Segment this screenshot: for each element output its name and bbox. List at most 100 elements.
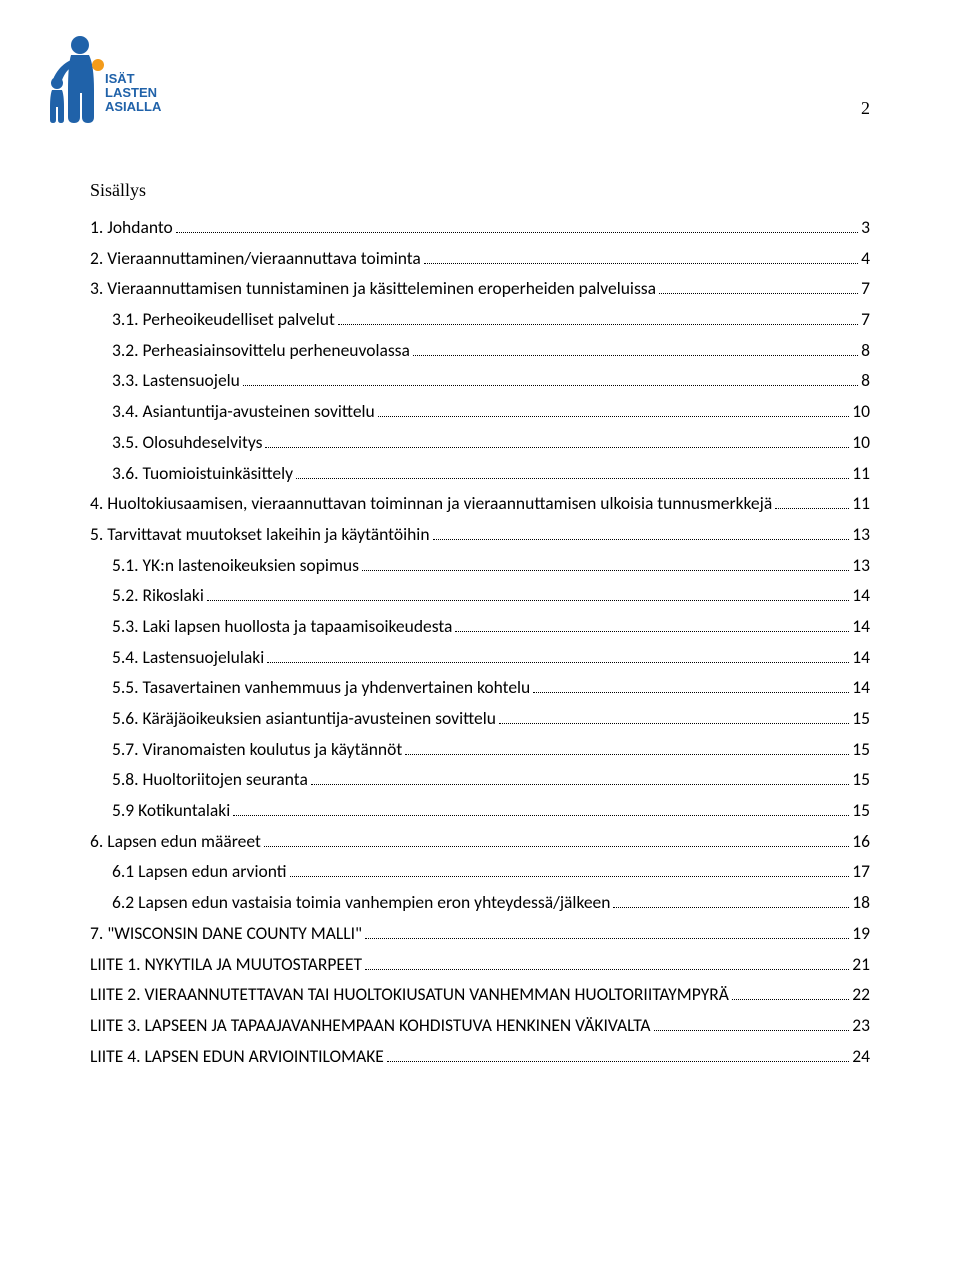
- toc-entry-label: 5. Tarvittavat muutokset lakeihin ja käy…: [90, 526, 430, 544]
- toc-entry-page: 14: [852, 679, 870, 697]
- toc-entry-label: LIITE 4. LAPSEN EDUN ARVIOINTILOMAKE: [90, 1048, 384, 1066]
- logo: ISÄT LASTEN ASIALLA: [42, 35, 192, 130]
- toc-leader-dots: [732, 999, 849, 1000]
- toc-entry-page: 19: [852, 925, 870, 943]
- toc-entry[interactable]: 5.2. Rikoslaki 14: [90, 587, 870, 605]
- toc-entry-page: 15: [852, 710, 870, 728]
- toc-entry[interactable]: 5.1. YK:n lastenoikeuksien sopimus 13: [90, 557, 870, 575]
- toc-entry[interactable]: 3. Vieraannuttamisen tunnistaminen ja kä…: [90, 280, 870, 298]
- toc-entry[interactable]: LIITE 3. LAPSEEN JA TAPAAJAVANHEMPAAN KO…: [90, 1017, 870, 1035]
- toc-entry-page: 21: [852, 956, 870, 974]
- toc-leader-dots: [365, 969, 849, 970]
- toc-entry-page: 11: [852, 465, 870, 483]
- toc-leader-dots: [264, 846, 849, 847]
- toc-entry-page: 3: [861, 219, 870, 237]
- toc-leader-dots: [176, 232, 858, 233]
- toc-entry[interactable]: LIITE 4. LAPSEN EDUN ARVIOINTILOMAKE 24: [90, 1048, 870, 1066]
- toc-entry[interactable]: 3.5. Olosuhdeselvitys 10: [90, 434, 870, 452]
- toc-entry[interactable]: 5.8. Huoltoriitojen seuranta 15: [90, 771, 870, 789]
- toc-entry[interactable]: 7. "WISCONSIN DANE COUNTY MALLI" 19: [90, 925, 870, 943]
- toc-entry-page: 24: [852, 1048, 870, 1066]
- toc-entry[interactable]: 1. Johdanto 3: [90, 219, 870, 237]
- toc-entry[interactable]: 5.7. Viranomaisten koulutus ja käytännöt…: [90, 741, 870, 759]
- toc-entry-label: 3. Vieraannuttamisen tunnistaminen ja kä…: [90, 280, 656, 298]
- toc-entry[interactable]: 3.6. Tuomioistuinkäsittely 11: [90, 465, 870, 483]
- toc-leader-dots: [296, 478, 849, 479]
- toc-entry-page: 18: [852, 894, 870, 912]
- toc-entry-page: 16: [852, 833, 870, 851]
- toc-entry-label: 3.2. Perheasiainsovittelu perheneuvolass…: [112, 342, 410, 360]
- toc-leader-dots: [290, 876, 850, 877]
- toc-entry-label: 5.7. Viranomaisten koulutus ja käytännöt: [112, 741, 402, 759]
- toc-leader-dots: [775, 508, 849, 509]
- toc-entry[interactable]: 5.4. Lastensuojelulaki 14: [90, 649, 870, 667]
- toc-entry[interactable]: 4. Huoltokiusaamisen, vieraannuttavan to…: [90, 495, 870, 513]
- toc-entry-label: 3.5. Olosuhdeselvitys: [112, 434, 262, 452]
- toc-entry[interactable]: 5.3. Laki lapsen huollosta ja tapaamisoi…: [90, 618, 870, 636]
- toc-leader-dots: [233, 815, 849, 816]
- toc-leader-dots: [654, 1030, 850, 1031]
- toc-entry-label: 5.5. Tasavertainen vanhemmuus ja yhdenve…: [112, 679, 530, 697]
- toc-entry[interactable]: 5.9 Kotikuntalaki 15: [90, 802, 870, 820]
- toc-entry-label: 5.4. Lastensuojelulaki: [112, 649, 264, 667]
- toc-leader-dots: [267, 662, 849, 663]
- page-number: 2: [861, 98, 870, 119]
- toc-entry[interactable]: 2. Vieraannuttaminen/vieraannuttava toim…: [90, 250, 870, 268]
- toc-entry-page: 17: [852, 863, 870, 881]
- toc-entry[interactable]: 3.3. Lastensuojelu8: [90, 372, 870, 390]
- toc-entry-page: 15: [852, 771, 870, 789]
- toc-entry[interactable]: 6.2 Lapsen edun vastaisia toimia vanhemp…: [90, 894, 870, 912]
- toc-entry[interactable]: 3.2. Perheasiainsovittelu perheneuvolass…: [90, 342, 870, 360]
- toc-entry[interactable]: 3.1. Perheoikeudelliset palvelut7: [90, 311, 870, 329]
- toc-leader-dots: [265, 447, 849, 448]
- toc-leader-dots: [424, 263, 858, 264]
- toc-entry-page: 11: [852, 495, 870, 513]
- table-of-contents: 1. Johdanto 3 2. Vieraannuttaminen/vieraan…: [90, 219, 870, 1065]
- toc-entry[interactable]: 5.6. Käräjäoikeuksien asiantuntija-avust…: [90, 710, 870, 728]
- toc-entry[interactable]: 6. Lapsen edun määreet 16: [90, 833, 870, 851]
- toc-title: Sisällys: [90, 180, 870, 201]
- toc-entry-label: LIITE 3. LAPSEEN JA TAPAAJAVANHEMPAAN KO…: [90, 1017, 651, 1035]
- toc-entry-label: 6. Lapsen edun määreet: [90, 833, 261, 851]
- toc-entry-label: LIITE 1. NYKYTILA JA MUUTOSTARPEET: [90, 956, 362, 974]
- toc-entry-page: 8: [861, 372, 870, 390]
- toc-entry[interactable]: 5. Tarvittavat muutokset lakeihin ja käy…: [90, 526, 870, 544]
- toc-entry-page: 4: [861, 250, 870, 268]
- toc-entry-page: 22: [852, 986, 870, 1004]
- toc-entry-page: 10: [852, 434, 870, 452]
- toc-leader-dots: [499, 723, 849, 724]
- toc-entry[interactable]: LIITE 2. VIERAANNUTETTAVAN TAI HUOLTOKIU…: [90, 986, 870, 1004]
- toc-leader-dots: [362, 570, 849, 571]
- toc-entry-page: 8: [861, 342, 870, 360]
- toc-entry-page: 13: [852, 557, 870, 575]
- logo-text-line2: LASTEN: [105, 85, 157, 100]
- toc-entry-label: 5.1. YK:n lastenoikeuksien sopimus: [112, 557, 359, 575]
- toc-entry[interactable]: 6.1 Lapsen edun arvionti 17: [90, 863, 870, 881]
- toc-entry-page: 13: [852, 526, 870, 544]
- logo-text-line1: ISÄT: [105, 71, 135, 86]
- toc-leader-dots: [533, 692, 849, 693]
- toc-entry-page: 7: [861, 280, 870, 298]
- toc-entry-label: 7. "WISCONSIN DANE COUNTY MALLI": [90, 925, 362, 943]
- toc-leader-dots: [659, 293, 858, 294]
- toc-entry-label: 2. Vieraannuttaminen/vieraannuttava toim…: [90, 250, 421, 268]
- toc-entry-page: 7: [861, 311, 870, 329]
- toc-entry-page: 10: [852, 403, 870, 421]
- toc-leader-dots: [338, 324, 858, 325]
- toc-entry-page: 14: [852, 618, 870, 636]
- toc-entry[interactable]: 3.4. Asiantuntija-avusteinen sovittelu 1…: [90, 403, 870, 421]
- toc-leader-dots: [387, 1061, 849, 1062]
- toc-entry-label: 6.2 Lapsen edun vastaisia toimia vanhemp…: [112, 894, 610, 912]
- toc-leader-dots: [433, 539, 850, 540]
- toc-entry-page: 14: [852, 649, 870, 667]
- toc-entry-label: 5.9 Kotikuntalaki: [112, 802, 230, 820]
- toc-entry-label: 1. Johdanto: [90, 219, 173, 237]
- toc-entry-label: 3.4. Asiantuntija-avusteinen sovittelu: [112, 403, 375, 421]
- toc-entry-label: 3.6. Tuomioistuinkäsittely: [112, 465, 293, 483]
- toc-leader-dots: [243, 385, 858, 386]
- toc-entry-page: 23: [852, 1017, 870, 1035]
- toc-entry[interactable]: 5.5. Tasavertainen vanhemmuus ja yhdenve…: [90, 679, 870, 697]
- toc-entry[interactable]: LIITE 1. NYKYTILA JA MUUTOSTARPEET 21: [90, 956, 870, 974]
- toc-leader-dots: [365, 938, 849, 939]
- logo-text-line3: ASIALLA: [105, 99, 162, 114]
